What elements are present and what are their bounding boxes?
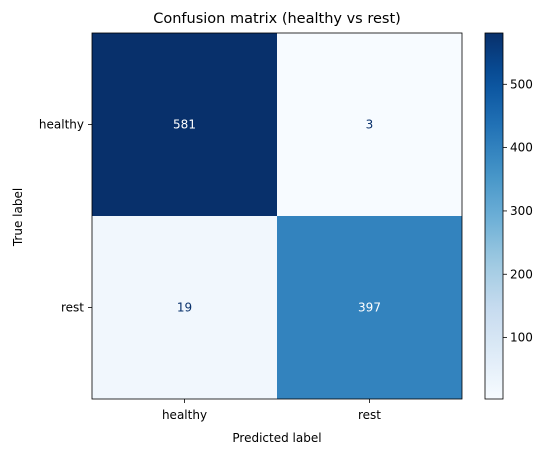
cell-value-label: 3 bbox=[366, 118, 374, 132]
chart-title: Confusion matrix (healthy vs rest) bbox=[153, 11, 401, 27]
y-tick-label: rest bbox=[61, 301, 84, 315]
x-tick-label: rest bbox=[358, 408, 381, 422]
matrix-cell-rest-healthy bbox=[92, 216, 277, 399]
colorbar bbox=[484, 32, 504, 400]
cell-value-label: 581 bbox=[173, 118, 196, 132]
colorbar-tick-label: 500 bbox=[510, 77, 533, 91]
matrix-cell-rest-rest bbox=[277, 216, 462, 399]
matrix-frame bbox=[91, 32, 463, 400]
cell-value-label: 397 bbox=[358, 301, 381, 315]
x-tick-label: healthy bbox=[162, 408, 207, 422]
colorbar-tick-label: 300 bbox=[510, 204, 533, 218]
colorbar-tick-label: 200 bbox=[510, 267, 533, 281]
matrix-cell-healthy-healthy bbox=[92, 33, 277, 216]
cell-value-label: 19 bbox=[177, 301, 192, 315]
x-axis-label: Predicted label bbox=[232, 431, 321, 445]
colorbar-tick-label: 100 bbox=[510, 331, 533, 345]
colorbar-tick-label: 400 bbox=[510, 141, 533, 155]
y-axis-label: True label bbox=[11, 188, 25, 247]
y-tick-label: healthy bbox=[39, 118, 84, 132]
matrix-cell-healthy-rest bbox=[277, 33, 462, 216]
